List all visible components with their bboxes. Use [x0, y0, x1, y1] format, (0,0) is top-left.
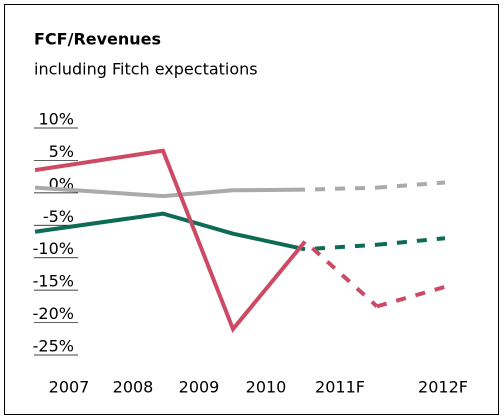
line-actual — [34, 185, 306, 199]
x-tick-label: 2011F — [315, 378, 365, 397]
line-actual — [34, 211, 306, 252]
y-tick-label: -25% — [33, 337, 74, 356]
line-forecast-link — [304, 242, 378, 252]
chart-subtitle: including Fitch expectations — [34, 60, 258, 79]
x-tick-label: 2007 — [49, 378, 90, 397]
y-tick-label: -20% — [33, 304, 74, 323]
y-tick-label: 5% — [49, 142, 74, 161]
frame — [4, 4, 499, 415]
line-actual — [34, 148, 307, 333]
y-tick-label: 10% — [38, 110, 74, 129]
x-tick-label: 2010 — [246, 378, 287, 397]
x-tick-label: 2008 — [113, 378, 154, 397]
x-tick-label: 2012F — [418, 378, 468, 397]
y-tick-label: -15% — [33, 272, 74, 291]
chart-title: FCF/Revenues — [34, 30, 161, 49]
line-forecast-link — [304, 185, 378, 192]
y-tick-label: -5% — [43, 207, 74, 226]
line-forecast-link — [303, 240, 379, 308]
x-tick-label: 2009 — [179, 378, 220, 397]
y-tick-label: -10% — [33, 239, 74, 258]
